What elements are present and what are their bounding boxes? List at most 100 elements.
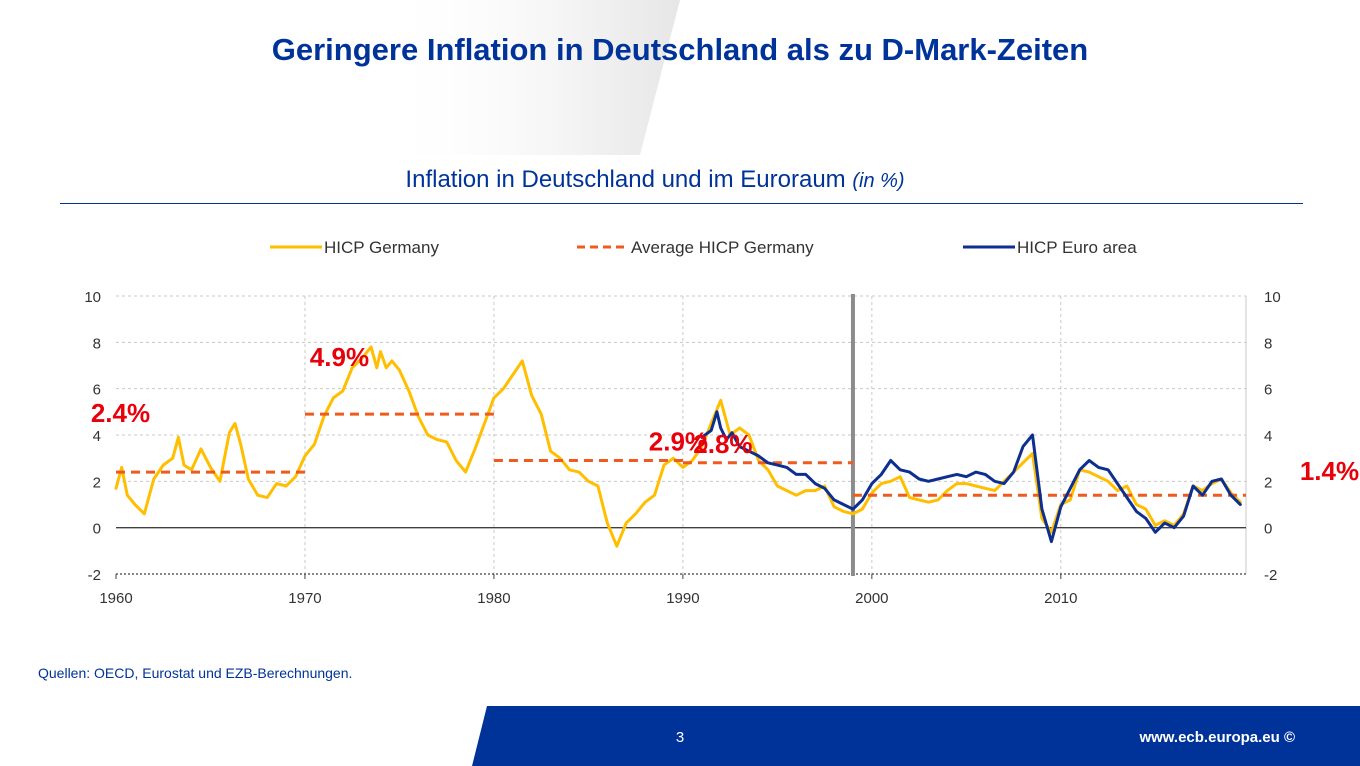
hicp-germany-line-point [276, 483, 278, 485]
hicp-germany-line-point [408, 390, 410, 392]
hicp-euro-area-line-point [767, 462, 769, 464]
hicp-germany-line-point [937, 499, 939, 501]
y-tick-label-left: 8 [93, 335, 101, 352]
hicp-germany-line-point [824, 485, 826, 487]
chart-title-text: Inflation in Deutschland und im Euroraum [405, 166, 846, 193]
hicp-euro-area-line-point [1192, 485, 1194, 487]
hicp-euro-area-line-point [701, 436, 703, 438]
hicp-euro-area-line-point [1201, 494, 1204, 496]
hicp-germany-line-point [143, 513, 145, 515]
hicp-germany-line-point [1107, 480, 1109, 482]
hicp-germany-line-point [720, 399, 722, 401]
hicp-germany-line-point [512, 374, 514, 376]
hicp-germany-line-point [748, 434, 750, 436]
x-tick-label: 1960 [99, 590, 132, 607]
hicp-euro-area-line-point [1013, 471, 1015, 473]
hicp-germany-line-point [427, 434, 429, 436]
hicp-germany-line-point [446, 441, 448, 443]
hicp-germany-line-point [739, 427, 741, 429]
hicp-euro-area-line-point [1031, 434, 1034, 436]
chart-data-labels: 2.4% 4.9% 2.9%2.8% 1.4% [91, 342, 1359, 486]
source-note: Quellen: OECD, Eurostat und EZB-Berechnu… [38, 665, 353, 681]
hicp-germany-line-point [625, 522, 627, 524]
hicp-germany-line-point [323, 415, 325, 418]
hicp-euro-area-line-point [805, 473, 807, 475]
hicp-germany-line-point [540, 413, 542, 415]
hicp-germany-line-point [805, 490, 807, 492]
title-divider [60, 203, 1303, 204]
hicp-germany-line-point [342, 390, 344, 392]
hicp-euro-area-line-point [1154, 531, 1156, 533]
hicp-euro-area-line-point [861, 499, 864, 501]
hicp-germany-line-point [247, 478, 249, 480]
hicp-germany-line-point [313, 443, 315, 445]
hicp-germany-line-point [597, 485, 599, 487]
hicp-euro-area-line-point [795, 473, 797, 475]
hicp-euro-area-line-point [1183, 515, 1185, 517]
hicp-euro-area-line-point [776, 464, 779, 466]
chart-grid [116, 295, 1247, 574]
legend-average-hicp-germany: Average HICP Germany [577, 238, 814, 257]
hicp-germany-line-point [228, 432, 230, 434]
hicp-germany-line-point [1201, 490, 1204, 492]
hicp-germany-line-point [890, 480, 892, 482]
x-tick-label: 2010 [1044, 590, 1077, 607]
hicp-germany-line-point [177, 436, 179, 438]
hicp-euro-area-line-point [824, 487, 826, 489]
page-number: 3 [675, 729, 685, 746]
hicp-germany-line-point [191, 469, 193, 471]
hicp-euro-area-line-point [984, 473, 986, 475]
hicp-euro-area-line-point [1230, 494, 1232, 496]
hicp-germany-line-point [266, 497, 268, 499]
chart-series [114, 345, 1246, 548]
hicp-euro-area-line-point [1041, 508, 1043, 510]
hicp-germany-line-point [578, 471, 580, 473]
hicp-euro-area-line-point [748, 450, 750, 452]
hicp-germany-line-point [172, 457, 174, 459]
hicp-germany-line-point [1050, 531, 1052, 533]
hicp-euro-area-line-point [899, 469, 901, 471]
hicp-germany-line-point [1126, 485, 1128, 487]
hicp-euro-area-line-point [1211, 480, 1213, 482]
hicp-euro-area-line-point [937, 478, 939, 480]
hicp-germany-line-point [767, 469, 769, 471]
hicp-germany-line-point [965, 483, 967, 485]
hicp-germany-line-point [153, 478, 155, 480]
y-tick-label-right: 0 [1264, 521, 1272, 538]
hicp-germany-line-point [994, 490, 996, 492]
hicp-euro-area-line-point [1098, 466, 1100, 468]
hicp-germany-line-point [682, 466, 684, 468]
y-tick-label-right: -2 [1264, 567, 1277, 584]
hicp-germany-line-point [493, 397, 495, 399]
hicp-germany-line-point [710, 422, 712, 424]
hicp-euro-area-line-point [1022, 446, 1024, 448]
hicp-germany-line-point [183, 464, 185, 466]
hicp-germany-line-point [1116, 490, 1119, 492]
hicp-germany-line-point [379, 351, 382, 353]
average-label: 2.4% [91, 398, 150, 428]
hicp-euro-area-line-point [731, 432, 733, 434]
hicp-euro-area-line-point [946, 476, 949, 478]
hicp-euro-area-line-point [786, 466, 788, 468]
hicp-germany-line-point [285, 485, 287, 487]
hicp-germany-line-point [786, 490, 788, 492]
hicp-germany-line-point [568, 469, 571, 471]
hicp-euro-area-line-point [1003, 483, 1005, 485]
hicp-euro-area-line-point [965, 476, 967, 478]
hicp-euro-area-line-point [909, 471, 911, 473]
hicp-germany-line-point [871, 492, 873, 494]
y-tick-label-right: 6 [1264, 382, 1272, 399]
hicp-germany-line-point [126, 494, 128, 496]
hicp-euro-area-line-point [716, 411, 718, 413]
legend-label: HICP Germany [324, 238, 439, 257]
hicp-germany-line-point [1135, 503, 1137, 506]
hicp-euro-area-line-point [1164, 522, 1166, 524]
hicp-germany-line-point [398, 369, 400, 371]
hicp-germany-line-point [294, 476, 297, 478]
x-tick-label: 2000 [855, 590, 888, 607]
hicp-germany-line-point [861, 508, 864, 510]
average-label: 4.9% [310, 342, 369, 372]
footer-url: www.ecb.europa.eu © [1139, 729, 1295, 746]
hicp-euro-area-line-point [833, 499, 835, 501]
hicp-germany-line-point [899, 476, 901, 478]
